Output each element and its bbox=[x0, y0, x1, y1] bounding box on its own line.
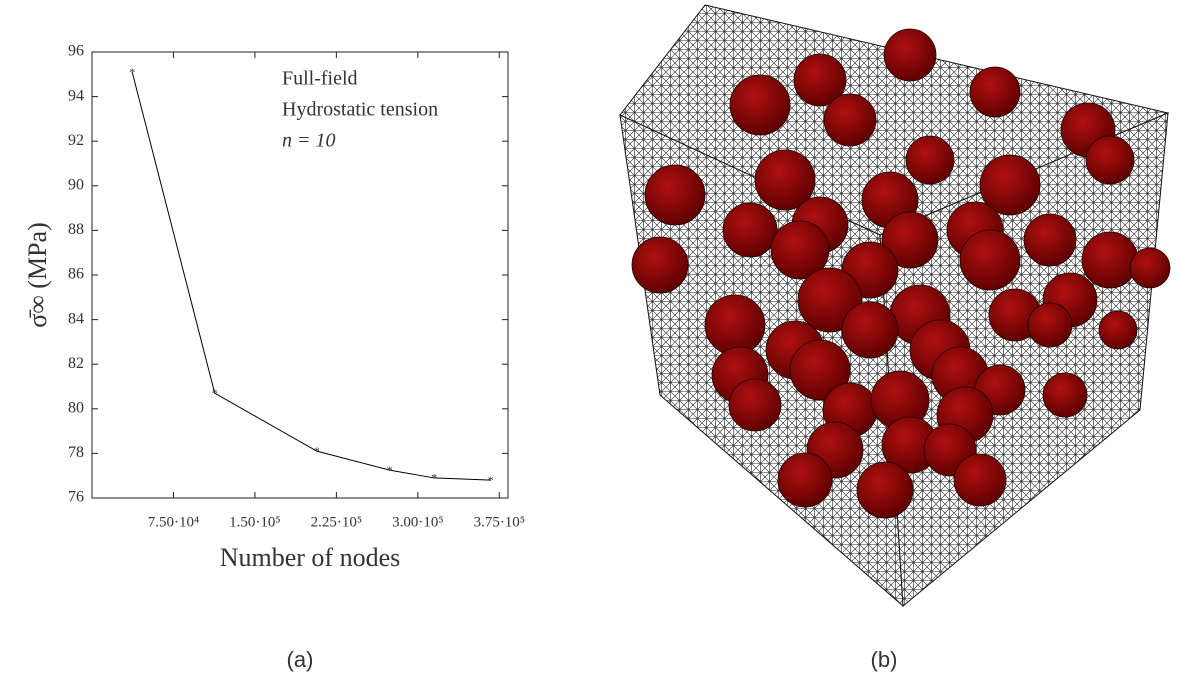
inclusion bbox=[823, 93, 877, 147]
inclusion bbox=[1042, 372, 1088, 418]
y-tick-label: 82 bbox=[68, 355, 84, 372]
data-line bbox=[131, 71, 491, 481]
x-axis-label: Number of nodes bbox=[220, 543, 401, 572]
caption: (a) bbox=[287, 647, 314, 672]
inclusion bbox=[728, 378, 782, 432]
y-tick-label: 92 bbox=[68, 132, 84, 149]
caption: (b) bbox=[871, 647, 898, 672]
x-tick-label: 3.00·10⁵ bbox=[392, 514, 443, 530]
inclusion bbox=[979, 154, 1041, 216]
inclusion bbox=[754, 149, 816, 211]
inclusion bbox=[905, 135, 955, 185]
inclusion bbox=[789, 339, 851, 401]
y-tick-label: 76 bbox=[68, 489, 84, 506]
inclusion bbox=[770, 220, 830, 280]
x-tick-label: 1.50·10⁵ bbox=[229, 514, 280, 530]
y-tick-label: 78 bbox=[68, 444, 84, 461]
y-tick-label: 86 bbox=[68, 266, 84, 283]
inclusion bbox=[704, 294, 766, 356]
data-point: * bbox=[431, 471, 437, 485]
inclusion bbox=[1085, 135, 1135, 185]
inclusion bbox=[881, 211, 939, 269]
inclusion bbox=[644, 164, 706, 226]
annotation: Full-field bbox=[282, 68, 358, 90]
mesh-cube bbox=[619, 4, 1171, 608]
x-tick-label: 2.25·10⁵ bbox=[311, 514, 362, 530]
y-tick-label: 96 bbox=[68, 43, 84, 60]
data-point: * bbox=[129, 65, 135, 79]
inclusion bbox=[777, 452, 833, 508]
inclusion bbox=[953, 453, 1007, 507]
inclusion bbox=[1023, 213, 1077, 267]
data-point: * bbox=[314, 444, 320, 458]
x-tick-label: 7.50·10⁴ bbox=[148, 514, 199, 530]
inclusion bbox=[1129, 247, 1171, 289]
inclusion bbox=[1081, 231, 1139, 289]
y-tick-label: 80 bbox=[68, 399, 84, 416]
data-point: * bbox=[212, 386, 218, 400]
inclusion bbox=[883, 28, 937, 82]
annotation: Hydrostatic tension bbox=[282, 99, 438, 121]
inclusion bbox=[722, 202, 778, 258]
inclusion bbox=[969, 66, 1021, 118]
inclusion bbox=[856, 461, 914, 519]
inclusion bbox=[729, 74, 791, 136]
inclusion bbox=[793, 53, 847, 107]
x-tick-label: 3.75·10⁵ bbox=[474, 514, 525, 530]
y-tick-label: 90 bbox=[68, 176, 84, 193]
inclusion bbox=[959, 229, 1021, 291]
inclusion bbox=[841, 301, 899, 359]
data-point: * bbox=[488, 473, 494, 487]
y-tick-label: 88 bbox=[68, 221, 84, 238]
y-tick-label: 84 bbox=[68, 310, 84, 327]
data-point: * bbox=[387, 463, 393, 477]
annotation: n = 10 bbox=[282, 130, 336, 152]
y-axis-label: σ̄∞ (MPa) bbox=[23, 222, 52, 328]
y-tick-label: 94 bbox=[68, 87, 84, 104]
inclusion bbox=[1027, 302, 1073, 348]
inclusion bbox=[631, 236, 689, 294]
inclusion bbox=[1098, 310, 1138, 350]
